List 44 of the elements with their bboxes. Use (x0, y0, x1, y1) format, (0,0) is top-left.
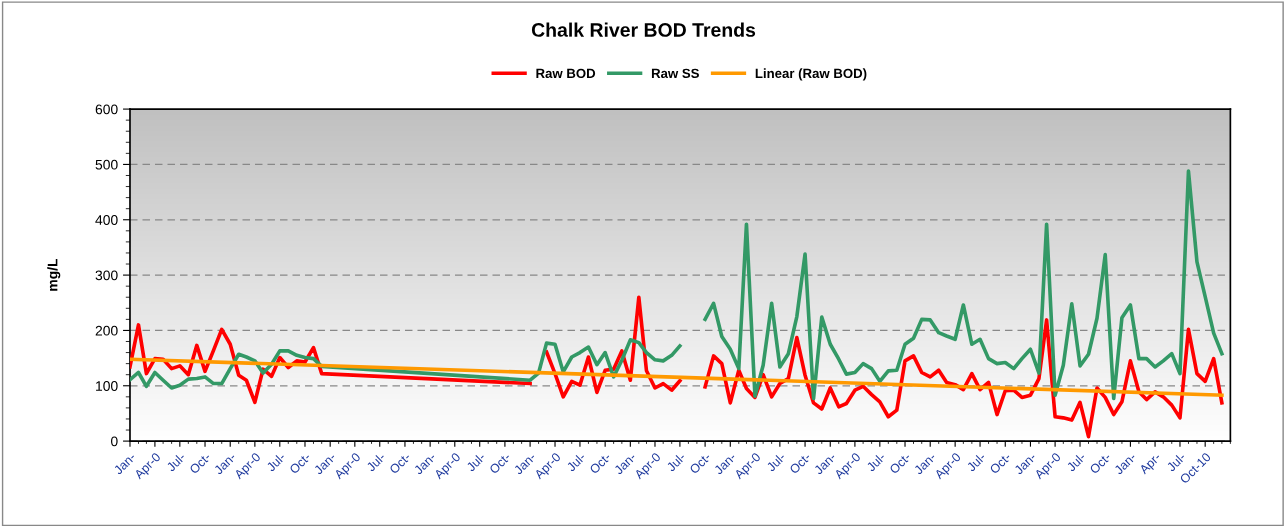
x-tick-label: Oct- (388, 452, 412, 475)
y-tick-label: 600 (95, 104, 118, 115)
x-tick-label: Jul- (665, 451, 687, 473)
x-tick-label: Jan- (1113, 452, 1137, 476)
legend-label: Raw SS (651, 68, 699, 79)
x-tick-label: Jul- (165, 451, 186, 473)
x-tick-label: Oct- (888, 452, 912, 475)
x-tick-label: Jan- (1013, 452, 1037, 476)
y-tick-label: 200 (95, 325, 118, 336)
chart-title: Chalk River BOD Trends (531, 22, 756, 37)
x-tick-label: Oct- (689, 452, 712, 475)
x-tick-label: Oct- (989, 452, 1012, 475)
x-tick-label: Apr- (1138, 452, 1163, 477)
x-tick-label: Jan- (313, 452, 337, 476)
y-tick-label: 100 (96, 381, 118, 391)
x-tick-label: Jul- (565, 451, 587, 473)
x-tick-label: Jan- (913, 452, 937, 476)
x-tick-label: Oct- (789, 452, 812, 475)
x-tick-label: Jul- (465, 451, 486, 473)
x-tick-label: Jan- (413, 452, 437, 476)
x-tick-label: Oct- (1089, 452, 1112, 475)
x-tick-label: Oct- (188, 452, 212, 475)
x-tick-label: Jan- (513, 452, 537, 476)
x-tick-label: Jul- (265, 451, 286, 473)
x-tick-label: Oct- (488, 452, 512, 475)
y-tick-label: 400 (95, 215, 118, 225)
x-tick-label: Jan- (713, 452, 737, 476)
y-tick-label: 0 (111, 436, 118, 447)
y-axis-title: mg/L (47, 258, 61, 291)
x-tick-label: Oct- (288, 452, 312, 475)
legend-label: Raw BOD (536, 68, 596, 79)
x-tick-label: Jan- (813, 452, 837, 476)
y-tick-label: 500 (95, 159, 118, 170)
x-tick-label: Jan- (613, 452, 637, 476)
x-tick-label: Jul- (765, 451, 786, 473)
x-tick-label: Jan- (113, 452, 137, 476)
x-tick-label: Jan- (213, 452, 237, 476)
x-tick-label: Jul- (365, 451, 386, 473)
x-tick-label: Jul- (965, 451, 987, 473)
x-tick-label: Jul- (865, 451, 886, 473)
y-tick-label: 300 (95, 270, 118, 281)
legend-label: Linear (Raw BOD) (755, 68, 867, 81)
x-tick-label: Jul- (1065, 451, 1087, 473)
x-tick-label: Oct- (589, 452, 612, 475)
